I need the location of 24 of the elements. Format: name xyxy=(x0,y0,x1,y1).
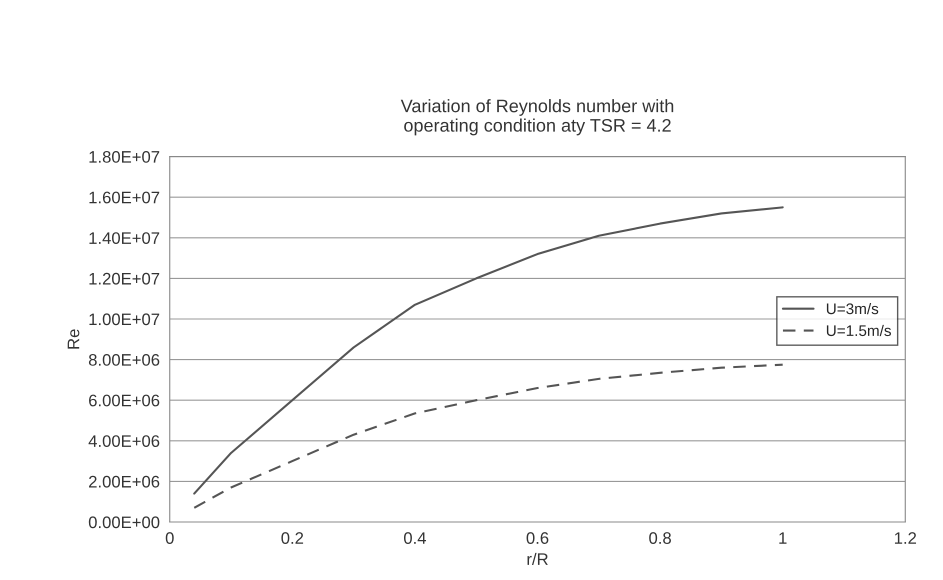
x-tick-label: 0.2 xyxy=(281,532,304,544)
y-tick-label: 1.60E+07 xyxy=(89,192,160,204)
y-tick-label: 6.00E+06 xyxy=(89,394,160,406)
y-tick-label: 1.20E+07 xyxy=(89,272,160,285)
y-tick-label: 2.00E+06 xyxy=(89,476,160,488)
line-series xyxy=(193,206,784,495)
y-tick-label: 1.80E+07 xyxy=(89,151,160,163)
chart-title: Variation of Reynolds number with operating condition aty TSR = 4.2 xyxy=(400,99,674,136)
legend-label: U=1.5m/s xyxy=(826,324,891,336)
x-axis-title: r/R xyxy=(528,552,548,566)
x-tick-label: 0.4 xyxy=(404,532,426,544)
y-tick-label: 1.40E+07 xyxy=(89,232,160,244)
y-tick-label: 1.00E+07 xyxy=(89,313,160,326)
x-tick-label: 0.6 xyxy=(526,532,548,544)
y-tick-label: 4.00E+06 xyxy=(88,435,160,448)
x-tick-label: 0.8 xyxy=(649,532,671,544)
y-tick-label: 0.00E+00 xyxy=(88,516,160,528)
y-axis-title: Re xyxy=(68,329,80,349)
y-tick-label: 8.00E+06 xyxy=(88,354,160,366)
x-tick-label: 1.2 xyxy=(894,532,916,544)
x-tick-label: 1 xyxy=(779,532,787,544)
line-series xyxy=(193,364,784,509)
legend-label: U=3m/s xyxy=(826,302,878,314)
x-tick-label: 0 xyxy=(166,532,174,544)
